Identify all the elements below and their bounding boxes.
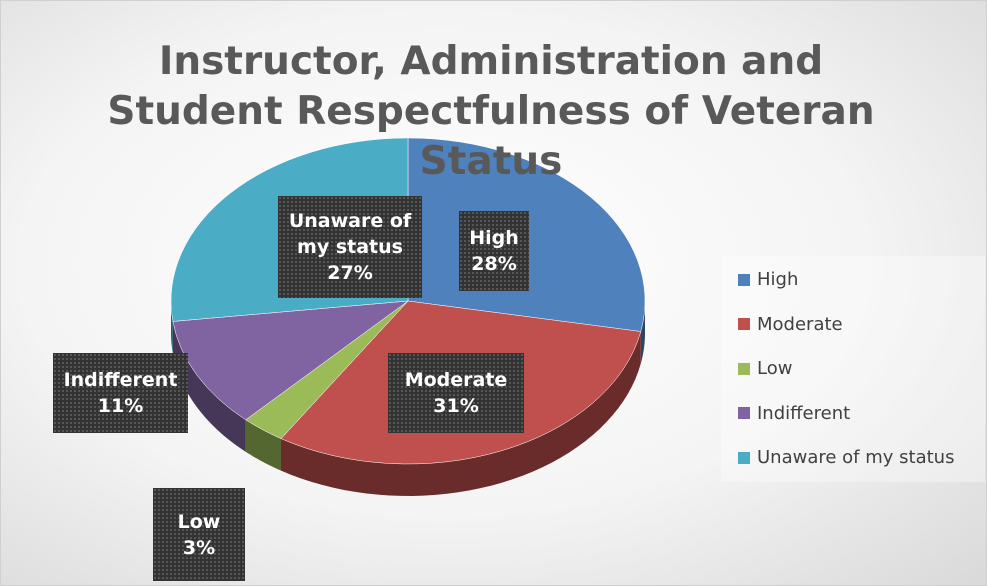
legend-label: High — [757, 269, 799, 290]
data-label-value: 27% — [327, 262, 373, 284]
legend-item: High — [738, 269, 798, 290]
legend-item: Indifferent — [738, 403, 850, 424]
legend-swatch — [738, 362, 750, 375]
legend-item: Unaware of my status — [738, 447, 954, 468]
legend-swatch — [738, 273, 750, 286]
data-label-category: Unaware of my status — [288, 210, 412, 258]
chart-title: Instructor, Administration and Student R… — [107, 39, 875, 184]
slice-side — [245, 419, 282, 471]
data-label: Indifferent 11% — [53, 353, 188, 433]
legend-label: Low — [757, 358, 793, 379]
legend-label: Unaware of my status — [757, 447, 955, 468]
data-label: Unaware of my status 27% — [278, 196, 422, 298]
data-label-value: 31% — [433, 395, 479, 417]
slice — [172, 300, 409, 421]
legend-item: Moderate — [738, 314, 843, 335]
data-label-category: High — [469, 227, 519, 249]
legend: High Moderate Low Indifferent Unaware of my … — [721, 256, 985, 482]
data-label-category: Low — [177, 510, 221, 533]
legend-item: Low — [738, 358, 792, 379]
slice-side — [281, 331, 641, 496]
data-label: Low 3% — [153, 488, 245, 581]
data-label-value: 11% — [97, 395, 144, 417]
data-label: High 28% — [459, 211, 529, 291]
slice-side — [171, 301, 173, 354]
data-label: Moderate 31% — [388, 353, 524, 433]
slice-side — [172, 321, 246, 452]
data-label-category: Moderate — [404, 369, 508, 391]
legend-swatch — [738, 407, 750, 419]
data-label-value: 3% — [182, 536, 216, 559]
legend-label: Moderate — [757, 313, 843, 335]
legend-swatch — [738, 318, 750, 330]
legend-swatch — [738, 451, 750, 464]
legend-label: Indifferent — [757, 402, 851, 424]
data-label-category: Indifferent — [63, 369, 178, 391]
data-label-value: 28% — [471, 253, 517, 275]
